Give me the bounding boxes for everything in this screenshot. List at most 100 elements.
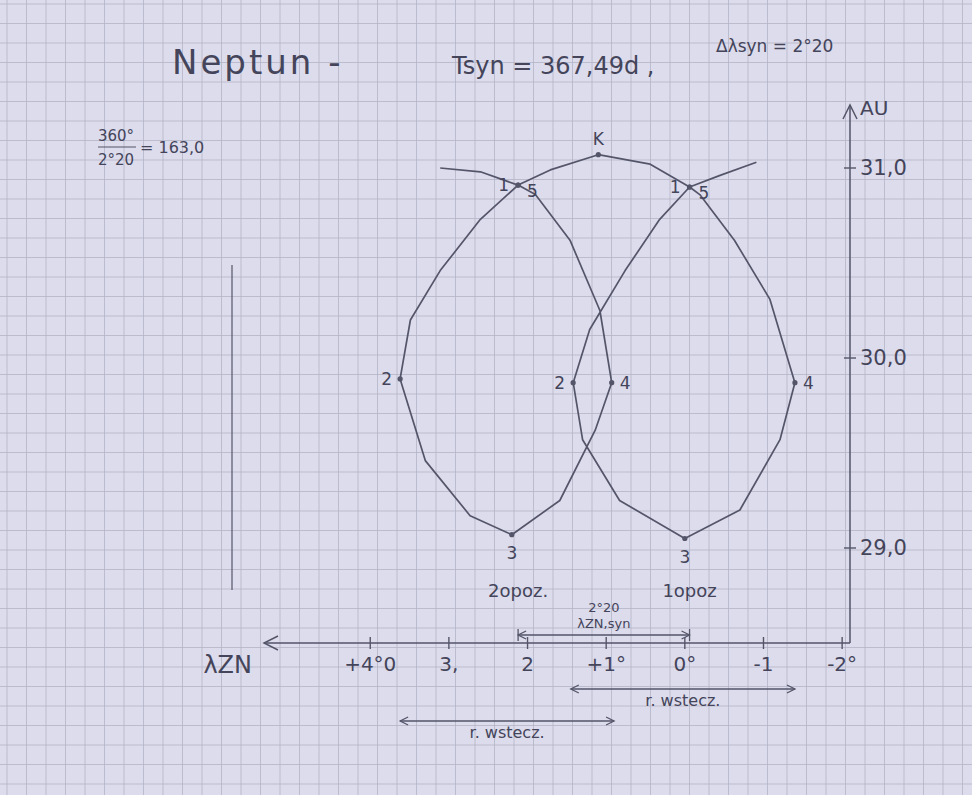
paper-line [728, 0, 729, 795]
paper-line [572, 0, 573, 795]
paper-line [0, 160, 972, 161]
point [687, 184, 692, 189]
x-axis-arrow [264, 636, 278, 650]
y-axis [849, 105, 851, 643]
point-label: 3 [506, 543, 517, 563]
x-tick [763, 637, 764, 649]
point [516, 183, 521, 188]
fraction-result: = 163,0 [140, 138, 204, 157]
paper-line [0, 628, 972, 629]
y-tick [844, 167, 856, 168]
paper-line [143, 0, 144, 795]
paper-line [397, 0, 398, 795]
paper-line [962, 0, 963, 795]
x-tick [684, 637, 685, 649]
point-label: 4 [803, 373, 814, 393]
y-axis-arrow [843, 105, 857, 119]
paper-line [0, 784, 972, 785]
paper-line [163, 0, 164, 795]
paper-line [0, 745, 972, 746]
x-tick [448, 637, 449, 649]
paper-line [806, 0, 807, 795]
point-label: 1 [498, 175, 509, 195]
paper-line [0, 491, 972, 492]
paper-line [0, 413, 972, 414]
paper-line [650, 0, 651, 795]
y-axis-title: AU [860, 96, 888, 120]
x-tick [605, 637, 606, 649]
y-tick-label: 29,0 [860, 536, 907, 560]
fraction-denominator: 2°20 [98, 151, 134, 169]
fraction-bar [98, 146, 136, 147]
paper-line [0, 530, 972, 531]
shift-label: λZN,syn [577, 616, 630, 631]
x-axis-title: λZN [203, 651, 252, 679]
paper-line [0, 569, 972, 570]
paper-line [0, 316, 972, 317]
plot-area [398, 152, 798, 541]
paper-line [631, 0, 632, 795]
x-axis [264, 642, 850, 644]
fraction-numerator: 360° [98, 127, 134, 145]
paper-line [260, 0, 261, 795]
x-tick [841, 637, 842, 649]
chart: Neptun - Tsyn = 367,49d , Δλsyn = 2°20 360°… [0, 0, 972, 795]
point [596, 152, 601, 157]
opposition-label: 1opoz [662, 580, 716, 601]
paper-line [0, 511, 972, 512]
opposition-label: 2opoz. [488, 580, 548, 601]
paper-line [923, 0, 924, 795]
paper-line [65, 0, 66, 795]
x-tick [527, 637, 528, 649]
paper-line [0, 335, 972, 336]
point-label: 2 [554, 373, 565, 393]
x-tick-label: +1° [586, 652, 625, 676]
paper-line [0, 296, 972, 297]
loop-curve [400, 155, 795, 539]
paper-line [0, 472, 972, 473]
point [571, 380, 576, 385]
retrograde-arrow [571, 688, 795, 689]
paper-line [104, 0, 105, 795]
paper-line [299, 0, 300, 795]
y-tick [844, 547, 856, 548]
x-tick-label: -2° [827, 652, 857, 676]
point-label: 5 [699, 183, 710, 203]
paper-line [0, 686, 972, 687]
paper-line [0, 23, 972, 24]
paper-line [0, 706, 972, 707]
paper-line [319, 0, 320, 795]
point [687, 184, 692, 189]
paper-line [0, 82, 972, 83]
paper-line [0, 218, 972, 219]
paper-line [124, 0, 125, 795]
point-label: 5 [527, 181, 538, 201]
shift-arrow [518, 634, 689, 635]
x-tick-label: +4°0 [344, 652, 396, 676]
paper-line [182, 0, 183, 795]
paper-line [0, 277, 972, 278]
paper-line [202, 0, 203, 795]
paper-line [0, 238, 972, 239]
paper-grid [0, 0, 972, 795]
paper-line [494, 0, 495, 795]
paper-line [436, 0, 437, 795]
paper-line [553, 0, 554, 795]
paper-line [0, 121, 972, 122]
annotation: Δλsyn = 2°20 [716, 36, 833, 56]
x-tick-label: 0° [673, 652, 696, 676]
paper-line [0, 355, 972, 356]
paper-line [46, 0, 47, 795]
paper-line [26, 0, 27, 795]
subtitle: Tsyn = 367,49d , [451, 52, 654, 80]
point-label: 3 [679, 547, 690, 567]
point [398, 376, 403, 381]
paper [0, 0, 972, 795]
paper-line [0, 433, 972, 434]
paper-line [943, 0, 944, 795]
shift-arrow-heads [518, 631, 689, 639]
paper-line [0, 647, 972, 648]
title: Neptun - [172, 42, 343, 82]
paper-line [0, 550, 972, 551]
point [516, 183, 521, 188]
